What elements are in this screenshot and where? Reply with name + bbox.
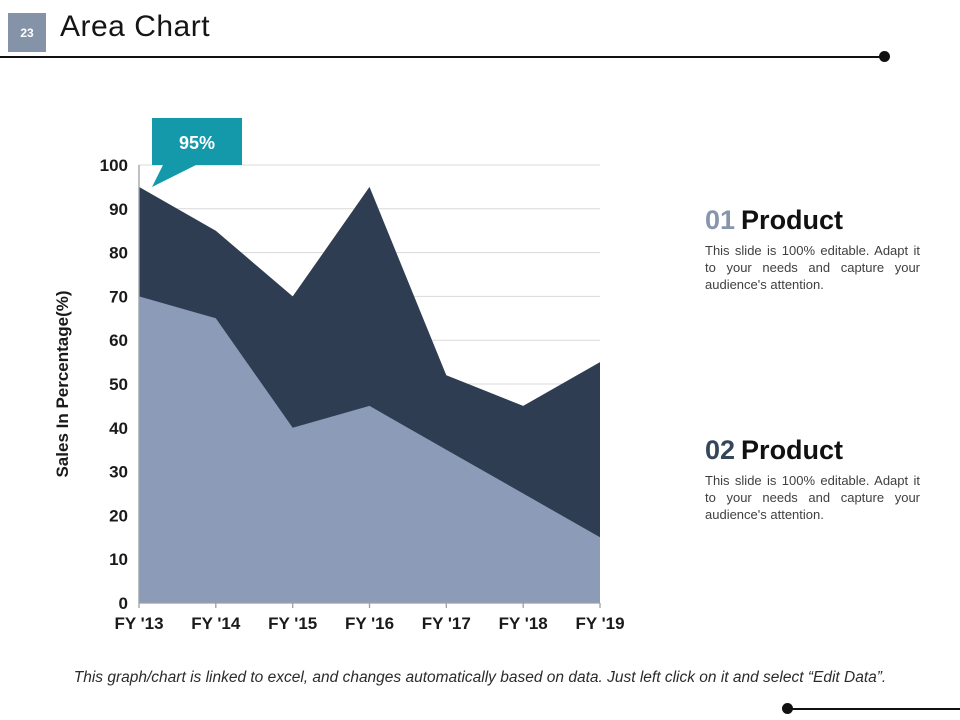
footer-note: This graph/chart is linked to excel, and… xyxy=(73,669,887,686)
svg-text:FY '14: FY '14 xyxy=(191,614,241,633)
section-heading-label: Product xyxy=(741,435,844,465)
header-divider-dot xyxy=(879,51,890,62)
svg-text:80: 80 xyxy=(109,244,128,263)
slide-number: 23 xyxy=(20,25,34,40)
svg-text:FY '17: FY '17 xyxy=(422,614,471,633)
area-chart-svg[interactable]: FY '13 FY '14 FY '15 FY '16 FY '17 FY '18 FY '… xyxy=(0,0,680,660)
svg-text:FY '13: FY '13 xyxy=(114,614,163,633)
svg-text:70: 70 xyxy=(109,287,128,306)
svg-text:40: 40 xyxy=(109,419,128,438)
svg-text:95%: 95% xyxy=(179,133,215,153)
section-heading-label: Product xyxy=(741,205,844,235)
svg-text:100: 100 xyxy=(100,156,128,175)
section-body: This slide is 100% editable. Adapt it to… xyxy=(705,472,920,522)
svg-text:FY '15: FY '15 xyxy=(268,614,317,633)
header-divider-line xyxy=(0,56,884,58)
section-body: This slide is 100% editable. Adapt it to… xyxy=(705,242,920,292)
footer-divider-dot xyxy=(782,703,793,714)
svg-text:90: 90 xyxy=(109,200,128,219)
svg-text:50: 50 xyxy=(109,375,128,394)
section-number: 02 xyxy=(705,435,736,465)
svg-text:10: 10 xyxy=(109,550,128,569)
svg-text:FY '18: FY '18 xyxy=(499,614,548,633)
svg-text:60: 60 xyxy=(109,331,128,350)
svg-text:0: 0 xyxy=(119,594,128,613)
product-section-2: 02 Product This slide is 100% editable. A… xyxy=(705,435,920,523)
product-section-1: 01 Product This slide is 100% editable. A… xyxy=(705,205,920,293)
section-number: 01 xyxy=(705,205,736,235)
slide-number-badge: 23 xyxy=(8,13,46,52)
svg-text:Sales In Percentage(%): Sales In Percentage(%) xyxy=(53,290,72,477)
page-title: Area Chart xyxy=(60,10,211,43)
footer-divider-line xyxy=(787,708,960,710)
section-heading: 01 Product xyxy=(705,205,920,236)
svg-text:30: 30 xyxy=(109,463,128,482)
svg-text:FY '16: FY '16 xyxy=(345,614,394,633)
area-chart[interactable]: FY '13 FY '14 FY '15 FY '16 FY '17 FY '18 FY '… xyxy=(0,0,680,660)
svg-text:20: 20 xyxy=(109,506,128,525)
section-heading: 02 Product xyxy=(705,435,920,466)
svg-text:FY '19: FY '19 xyxy=(575,614,624,633)
